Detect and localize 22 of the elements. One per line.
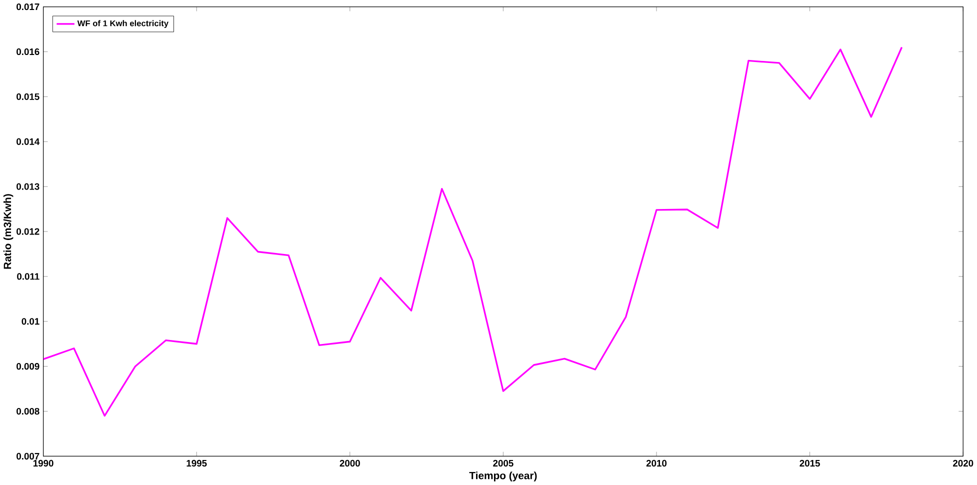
x-tick-label: 1990	[33, 460, 54, 467]
x-axis-title: Tiempo (year)	[469, 472, 537, 482]
line-series	[43, 46, 903, 417]
x-tick-label: 2010	[646, 460, 667, 467]
y-tick-label: 0.012	[16, 228, 40, 235]
y-tick-label: 0.015	[16, 93, 40, 100]
y-tick-label: 0.007	[16, 453, 40, 460]
y-tick-label: 0.011	[17, 273, 40, 280]
y-tick-label: 0.013	[16, 183, 40, 190]
legend-label: WF of 1 Kwh electricity	[77, 20, 168, 28]
y-tick-label: 0.009	[16, 363, 40, 370]
x-tick-label: 2020	[953, 460, 974, 467]
y-tick-label: 0.017	[16, 4, 40, 10]
y-tick-label: 0.01	[22, 318, 40, 325]
y-tick-label: 0.014	[16, 138, 40, 146]
y-axis-title: Ratio (m3/Kwh)	[3, 194, 14, 269]
x-tick-label: 1995	[186, 460, 207, 467]
x-tick-label: 2005	[493, 460, 514, 467]
y-tick-label: 0.016	[16, 48, 40, 56]
x-tick-label: 2015	[800, 460, 820, 467]
x-tick-label: 2000	[340, 460, 360, 467]
y-tick-label: 0.008	[16, 408, 40, 415]
